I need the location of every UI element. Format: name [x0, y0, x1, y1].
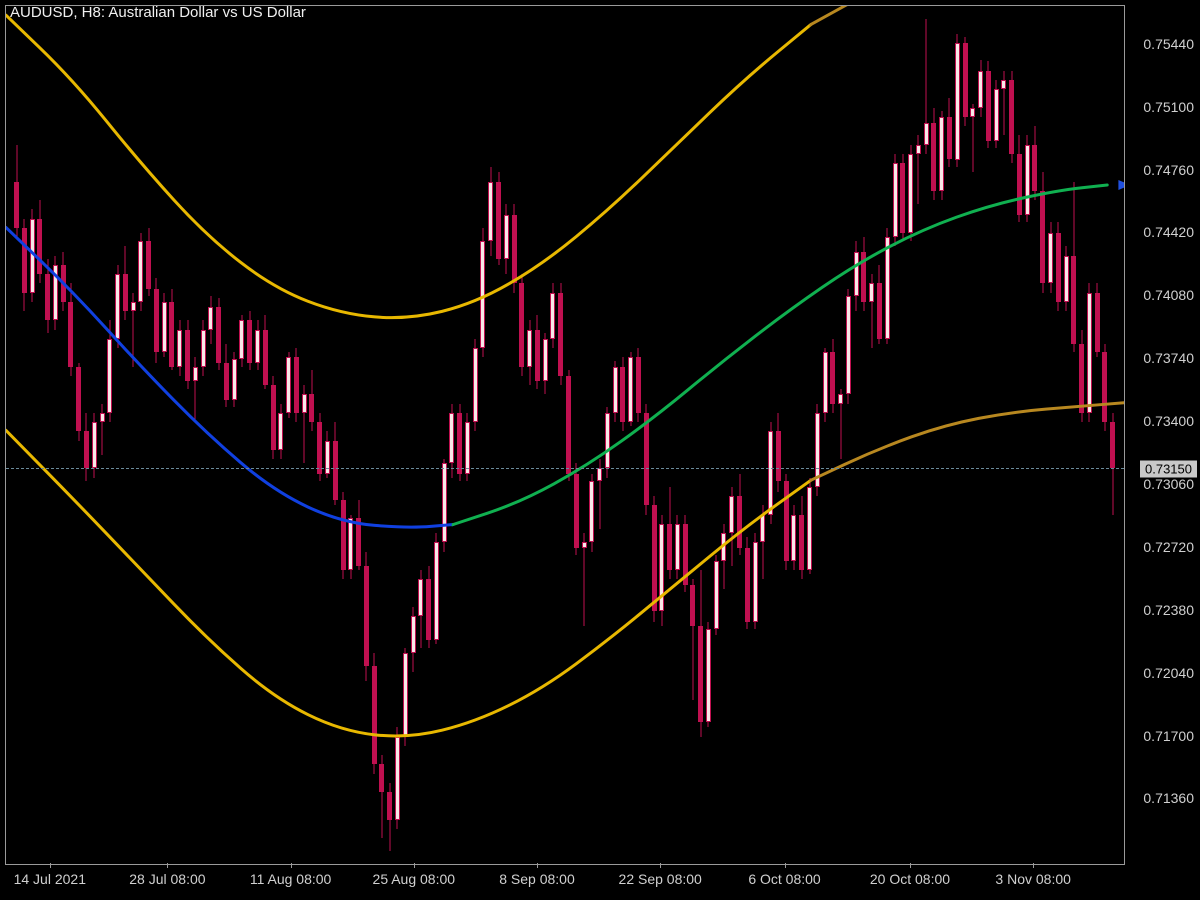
y-tick-label: 0.73400	[1143, 413, 1194, 429]
y-axis: 0.75440 0.75100 0.74760 0.74420 0.74080 0.737…	[1128, 0, 1198, 860]
y-tick-label: 0.74420	[1143, 224, 1194, 240]
y-tick-label: 0.73060	[1143, 476, 1194, 492]
upper-band	[811, 6, 1124, 24]
current-price-line: 0.73150	[6, 468, 1124, 469]
x-axis: 14 Jul 2021 28 Jul 08:00 11 Aug 08:00 25 Au…	[5, 868, 1125, 892]
y-tick-label: 0.74760	[1143, 162, 1194, 178]
y-tick-label: 0.71360	[1143, 790, 1194, 806]
middle-band	[6, 227, 453, 527]
upper-band	[6, 15, 811, 317]
chart-title: AUDUSD, H8: Australian Dollar vs US Doll…	[10, 4, 306, 21]
chart-container[interactable]: AUDUSD, H8: Australian Dollar vs US Doll…	[0, 0, 1200, 900]
y-tick-label: 0.72720	[1143, 539, 1194, 555]
x-tick-label: 22 Sep 08:00	[619, 871, 702, 887]
x-tick-label: 25 Aug 08:00	[373, 871, 456, 887]
y-tick-label: 0.75440	[1143, 36, 1194, 52]
plot-area[interactable]: 0.73150	[5, 5, 1125, 865]
y-tick-label: 0.72380	[1143, 602, 1194, 618]
mid-band-arrow-icon	[1118, 180, 1124, 190]
x-tick-label: 28 Jul 08:00	[129, 871, 205, 887]
x-tick-label: 6 Oct 08:00	[748, 871, 820, 887]
lower-band	[6, 430, 811, 736]
x-tick-label: 20 Oct 08:00	[870, 871, 950, 887]
y-tick-label: 0.73740	[1143, 350, 1194, 366]
y-tick-label: 0.72040	[1143, 665, 1194, 681]
x-tick-label: 3 Nov 08:00	[995, 871, 1071, 887]
x-tick-label: 11 Aug 08:00	[250, 871, 331, 887]
y-tick-label: 0.75100	[1143, 99, 1194, 115]
y-tick-label: 0.71700	[1143, 728, 1194, 744]
x-tick-label: 8 Sep 08:00	[499, 871, 575, 887]
y-tick-label: 0.74080	[1143, 287, 1194, 303]
x-tick-label: 14 Jul 2021	[14, 871, 86, 887]
